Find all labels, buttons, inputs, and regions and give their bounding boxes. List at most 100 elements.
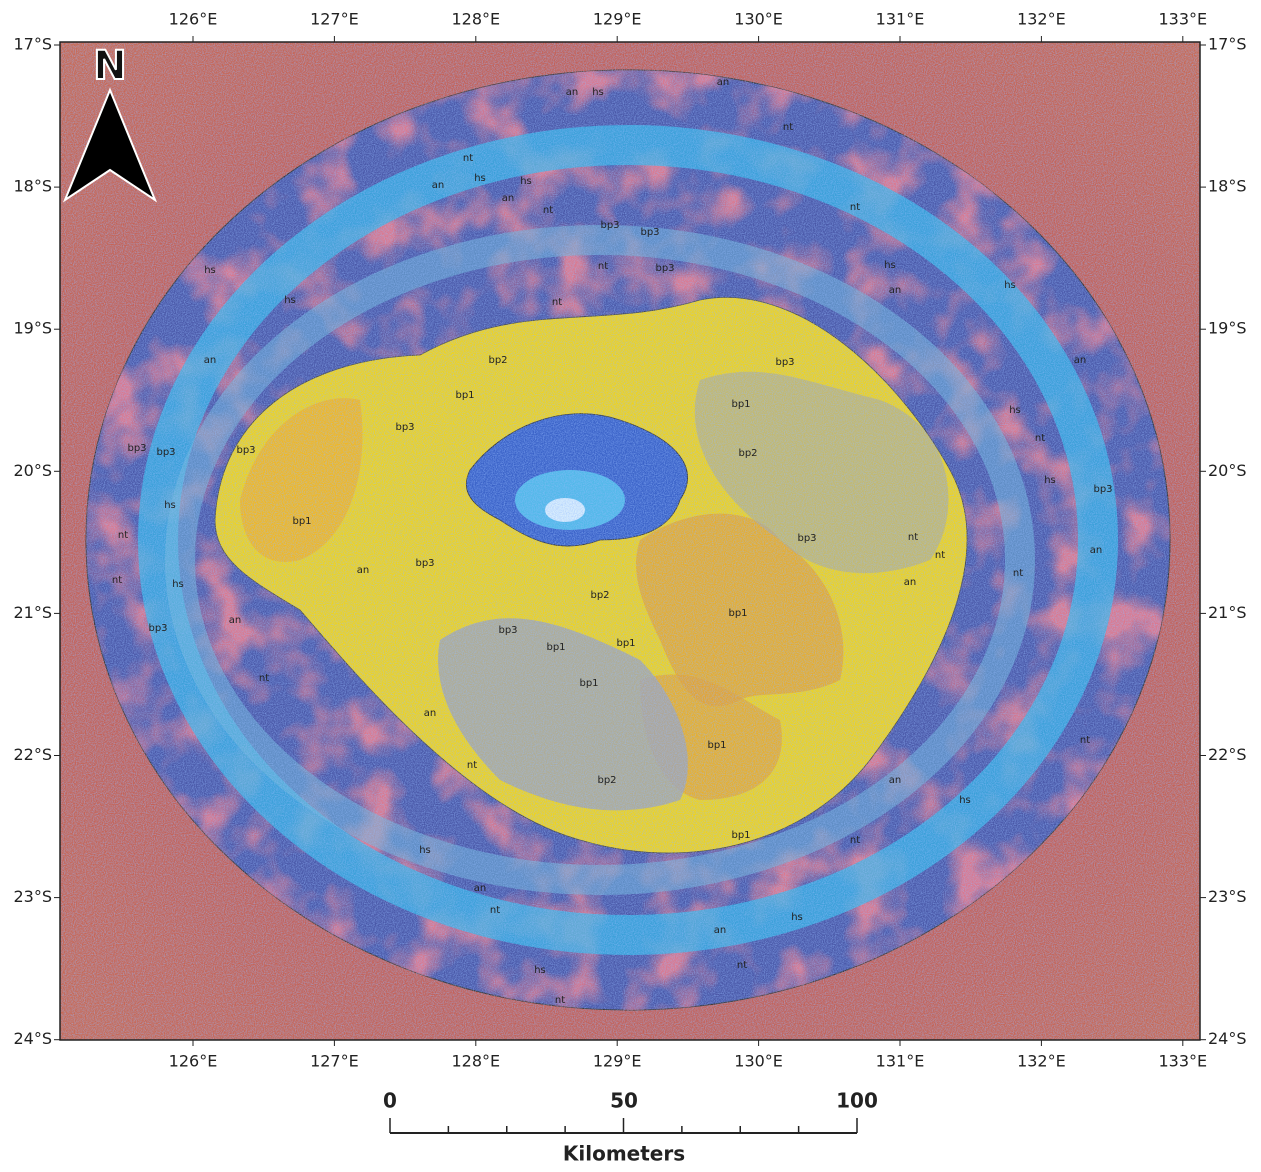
unit-label: bp3: [156, 447, 175, 458]
unit-label: bp1: [455, 390, 474, 401]
unit-label: nt: [850, 202, 860, 213]
unit-label: an: [432, 180, 444, 191]
unit-label: nt: [1080, 735, 1090, 746]
map-image: bp3 bp3 bp3 nt nt bp3 bp1 bp2 bp1 bp3 bp2 bp1 bp3 an b…: [60, 42, 1200, 1040]
unit-label: an: [357, 565, 369, 576]
unit-label: nt: [259, 673, 269, 684]
scale-tick-label: 0: [383, 1089, 397, 1113]
lon-label: 127°E: [310, 1052, 359, 1071]
unit-label: hs: [172, 579, 184, 590]
unit-label: bp1: [731, 830, 750, 841]
unit-label: an: [424, 708, 436, 719]
lat-label: 24°S: [13, 1029, 52, 1048]
lat-label: 18°S: [13, 177, 52, 196]
unit-label: an: [714, 925, 726, 936]
lon-label: 129°E: [593, 1052, 642, 1071]
lon-label: 130°E: [734, 10, 783, 29]
lat-label: 22°S: [1208, 745, 1247, 764]
unit-label: bp1: [707, 740, 726, 751]
unit-label: hs: [419, 845, 431, 856]
unit-label: hs: [959, 795, 971, 806]
lon-label: 131°E: [876, 10, 925, 29]
lon-label: 127°E: [310, 10, 359, 29]
unit-label: bp1: [616, 638, 635, 649]
unit-label: nt: [112, 575, 122, 586]
unit-label: bp2: [488, 355, 507, 366]
unit-label: bp1: [292, 516, 311, 527]
unit-label: bp1: [728, 608, 747, 619]
unit-label: hs: [1044, 475, 1056, 486]
unit-label: nt: [598, 261, 608, 272]
lon-label: 133°E: [1158, 1052, 1207, 1071]
unit-label: nt: [543, 205, 553, 216]
unit-label: an: [566, 87, 578, 98]
north-label: N: [93, 43, 126, 89]
lat-label: 21°S: [13, 603, 52, 622]
lon-label: 133°E: [1158, 10, 1207, 29]
unit-label: hs: [592, 87, 604, 98]
lat-label: 24°S: [1208, 1029, 1247, 1048]
lat-label: 17°S: [1208, 35, 1247, 54]
lat-label: 23°S: [1208, 887, 1247, 906]
unit-label: an: [502, 193, 514, 204]
unit-label: hs: [534, 965, 546, 976]
lat-label: 19°S: [1208, 319, 1247, 338]
lat-label: 20°S: [1208, 461, 1247, 480]
unit-label: hs: [1004, 280, 1016, 291]
lon-label: 128°E: [451, 10, 500, 29]
unit-label: nt: [1035, 433, 1045, 444]
unit-label: bp3: [415, 558, 434, 569]
unit-label: bp3: [797, 533, 816, 544]
unit-label: an: [204, 355, 216, 366]
unit-label: bp2: [597, 775, 616, 786]
scale-tick-label: 100: [836, 1089, 878, 1113]
scale-unit: Kilometers: [563, 1142, 685, 1166]
unit-label: bp3: [395, 422, 414, 433]
unit-label: nt: [467, 760, 477, 771]
unit-label: nt: [935, 550, 945, 561]
unit-label: an: [229, 615, 241, 626]
lon-label: 132°E: [1017, 1052, 1066, 1071]
lat-label: 18°S: [1208, 177, 1247, 196]
unit-label: an: [1074, 355, 1086, 366]
lon-label: 128°E: [451, 1052, 500, 1071]
unit-label: an: [889, 775, 901, 786]
unit-label: hs: [791, 912, 803, 923]
unit-label: nt: [783, 122, 793, 133]
lon-label: 129°E: [593, 10, 642, 29]
lon-label: 126°E: [169, 10, 218, 29]
lat-label: 23°S: [13, 887, 52, 906]
unit-label: nt: [908, 532, 918, 543]
lat-label: 19°S: [13, 319, 52, 338]
unit-label: an: [474, 883, 486, 894]
unit-label: hs: [204, 265, 216, 276]
unit-label: an: [889, 285, 901, 296]
unit-label: nt: [118, 530, 128, 541]
unit-label: bp3: [640, 227, 659, 238]
unit-label: hs: [284, 295, 296, 306]
lon-label: 132°E: [1017, 10, 1066, 29]
unit-label: nt: [463, 153, 473, 164]
lon-label: 130°E: [734, 1052, 783, 1071]
unit-label: bp3: [236, 445, 255, 456]
lat-label: 21°S: [1208, 603, 1247, 622]
unit-label: nt: [737, 960, 747, 971]
lat-label: 20°S: [13, 461, 52, 480]
unit-label: nt: [1013, 568, 1023, 579]
map-figure: bp3 bp3 bp3 nt nt bp3 bp1 bp2 bp1 bp3 bp2 bp1 bp3 an b…: [0, 0, 1261, 1168]
unit-label: bp3: [148, 623, 167, 634]
unit-label: bp3: [655, 263, 674, 274]
unit-label: bp3: [600, 220, 619, 231]
unit-label: hs: [474, 173, 486, 184]
lat-label: 17°S: [13, 35, 52, 54]
unit-label: hs: [884, 260, 896, 271]
unit-label: bp2: [590, 590, 609, 601]
unit-label: hs: [520, 176, 532, 187]
unit-label: bp3: [775, 357, 794, 368]
unit-label: nt: [552, 297, 562, 308]
unit-label: hs: [164, 500, 176, 511]
lon-label: 131°E: [876, 1052, 925, 1071]
unit-label: hs: [1009, 405, 1021, 416]
unit-label: an: [1090, 545, 1102, 556]
